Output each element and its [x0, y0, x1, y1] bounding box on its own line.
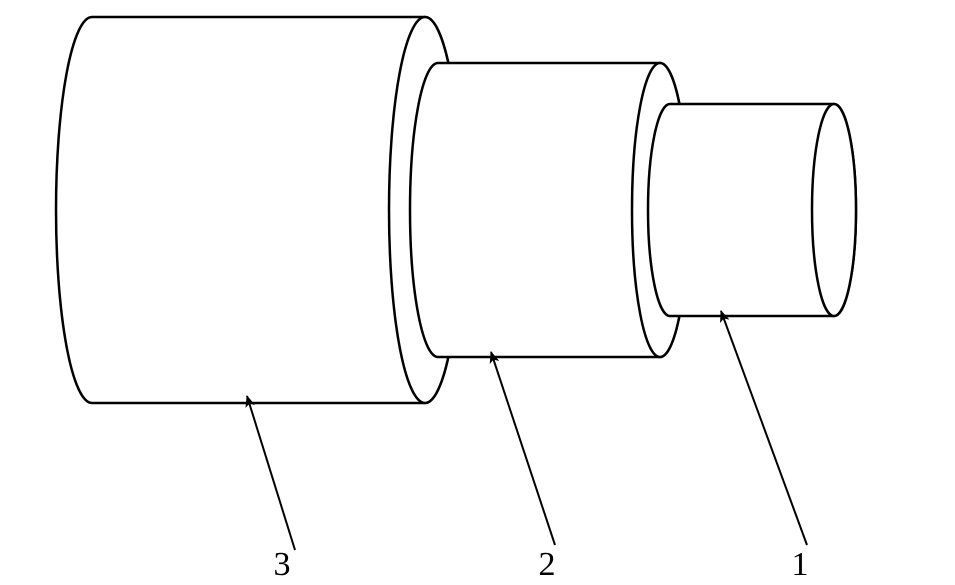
outer-cylinder [56, 17, 461, 403]
outer-cylinder-pointer [247, 396, 295, 550]
inner-cylinder-label: 1 [792, 546, 809, 583]
middle-cylinder [410, 63, 688, 357]
inner-cylinder-pointer [721, 311, 807, 545]
inner-cylinder [648, 104, 856, 316]
stepped-cylinder-diagram: 3 2 1 [0, 0, 955, 585]
middle-cylinder-pointer [491, 352, 555, 545]
middle-cylinder-label: 2 [539, 546, 556, 583]
outer-cylinder-label: 3 [274, 546, 291, 583]
